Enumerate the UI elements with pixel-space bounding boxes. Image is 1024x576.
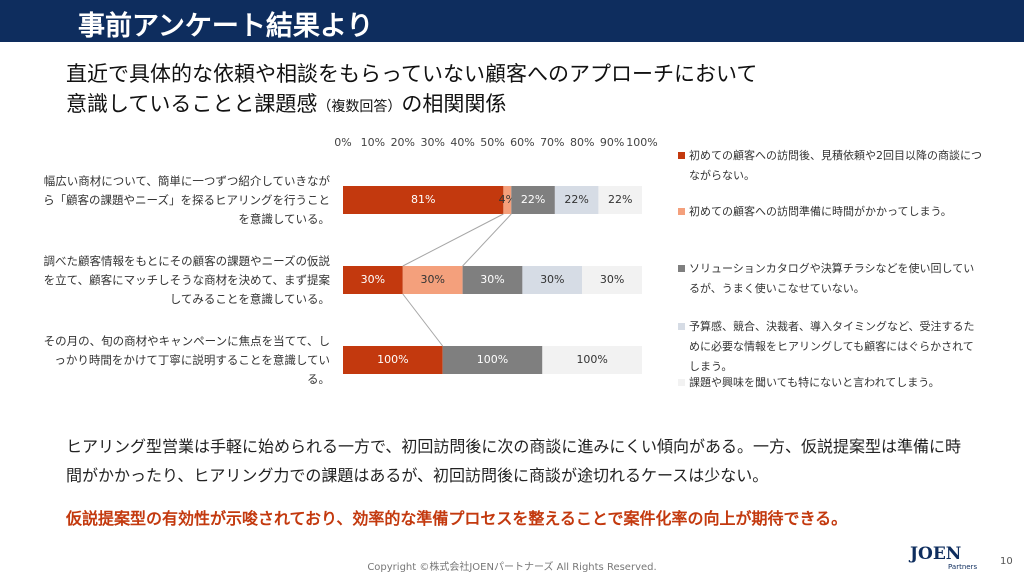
bar-segment <box>503 186 512 214</box>
legend-label: ソリューションカタログや決算チラシなどを使い回しているが、うまく使いこなせていな… <box>689 262 975 295</box>
legend-marker <box>678 323 685 330</box>
x-tick-label: 10% <box>361 136 385 149</box>
value-label: 100% <box>377 353 408 366</box>
bar-segment <box>511 186 555 214</box>
body-text: ヒアリング型営業は手軽に始められる一方で、初回訪問後に次の商談に進みにくい傾向が… <box>66 437 962 485</box>
legend-marker <box>678 379 685 386</box>
value-label: 81% <box>411 193 435 206</box>
value-label: 100% <box>576 353 607 366</box>
category-label: 調べた顧客情報をもとにその顧客の課題やニーズの仮説を立て、顧客にマッチしそうな商… <box>43 253 330 306</box>
x-tick-label: 20% <box>391 136 415 149</box>
x-tick-label: 90% <box>600 136 624 149</box>
value-label: 30% <box>361 273 385 286</box>
header-bar: 事前アンケート結果より <box>0 0 1024 42</box>
legend-item: ソリューションカタログや決算チラシなどを使い回しているが、うまく使いこなせていな… <box>678 259 983 299</box>
body-highlight: 仮説提案型の有効性が示唆されており、効率的な準備プロセスを整えることで案件化率の… <box>66 509 848 528</box>
x-tick-label: 60% <box>510 136 534 149</box>
legend-item: 課題や興味を聞いても特にないと言われてしまう。 <box>678 373 983 393</box>
bar-segment <box>343 346 443 374</box>
value-label: 22% <box>521 193 545 206</box>
heading-note: （複数回答） <box>317 99 402 115</box>
legend-marker <box>678 152 685 159</box>
legend-label: 初めての顧客への訪問後、見積依頼や2回目以降の商談につながらない。 <box>689 149 982 182</box>
legend-label: 初めての顧客への訪問準備に時間がかかってしまう。 <box>689 205 952 218</box>
value-label: 22% <box>564 193 588 206</box>
value-label: 22% <box>608 193 632 206</box>
legend-item: 初めての顧客への訪問準備に時間がかかってしまう。 <box>678 202 983 222</box>
x-tick-label: 80% <box>570 136 594 149</box>
legend-label: 課題や興味を聞いても特にないと言われてしまう。 <box>689 376 940 389</box>
bar-segment <box>402 266 463 294</box>
bar-segment <box>522 266 583 294</box>
heading-line: 直近で具体的な依頼や相談をもらっていない顧客へのアプローチにおいて <box>66 62 758 86</box>
value-label: 30% <box>540 273 564 286</box>
bar-segment <box>542 346 642 374</box>
header-title: 事前アンケート結果より <box>78 11 374 42</box>
x-tick-label: 70% <box>540 136 564 149</box>
x-tick-label: 100% <box>626 136 657 149</box>
legend-marker <box>678 265 685 272</box>
logo: JOEN <box>910 544 962 564</box>
value-label: 100% <box>477 353 508 366</box>
heading-line: 意識していることと課題感（複数回答）の相関関係 <box>66 88 506 118</box>
x-tick-label: 50% <box>480 136 504 149</box>
legend-item: 予算感、競合、決裁者、導入タイミングなど、受注するために必要な情報をヒアリングし… <box>678 317 983 377</box>
heading-text: 意識していることと課題感 <box>66 92 318 116</box>
bar-segment <box>442 346 543 374</box>
heading-text: の相関関係 <box>401 92 507 116</box>
category-label: その月の、旬の商材やキャンペーンに焦点を当てて、しっかり時間をかけて丁寧に説明す… <box>43 333 330 386</box>
bar-segment <box>343 186 504 214</box>
value-label: 30% <box>420 273 444 286</box>
bar-segment <box>554 186 599 214</box>
category-label: 幅広い商材について、簡単に一つずつ紹介していきながら「顧客の課題やニーズ」を探る… <box>43 173 330 226</box>
legend-marker <box>678 208 685 215</box>
bar-segment <box>598 186 642 214</box>
x-tick-label: 40% <box>450 136 474 149</box>
logo-sub: Partners <box>948 563 978 571</box>
bar-segment <box>343 266 403 294</box>
value-label: 30% <box>480 273 504 286</box>
bar-segment <box>462 266 523 294</box>
series-line <box>402 293 444 347</box>
x-tick-label: 0% <box>334 136 351 149</box>
legend-label: 予算感、競合、決裁者、導入タイミングなど、受注するために必要な情報をヒアリングし… <box>689 320 975 373</box>
copyright: Copyright ©株式会社JOENパートナーズ All Rights Res… <box>367 562 657 573</box>
x-tick-label: 30% <box>420 136 444 149</box>
legend-item: 初めての顧客への訪問後、見積依頼や2回目以降の商談につながらない。 <box>678 146 983 186</box>
series-line <box>402 213 504 267</box>
series-line <box>462 213 512 267</box>
bar-segment <box>582 266 642 294</box>
value-label: 30% <box>600 273 624 286</box>
page-number: 10 <box>1000 556 1013 567</box>
